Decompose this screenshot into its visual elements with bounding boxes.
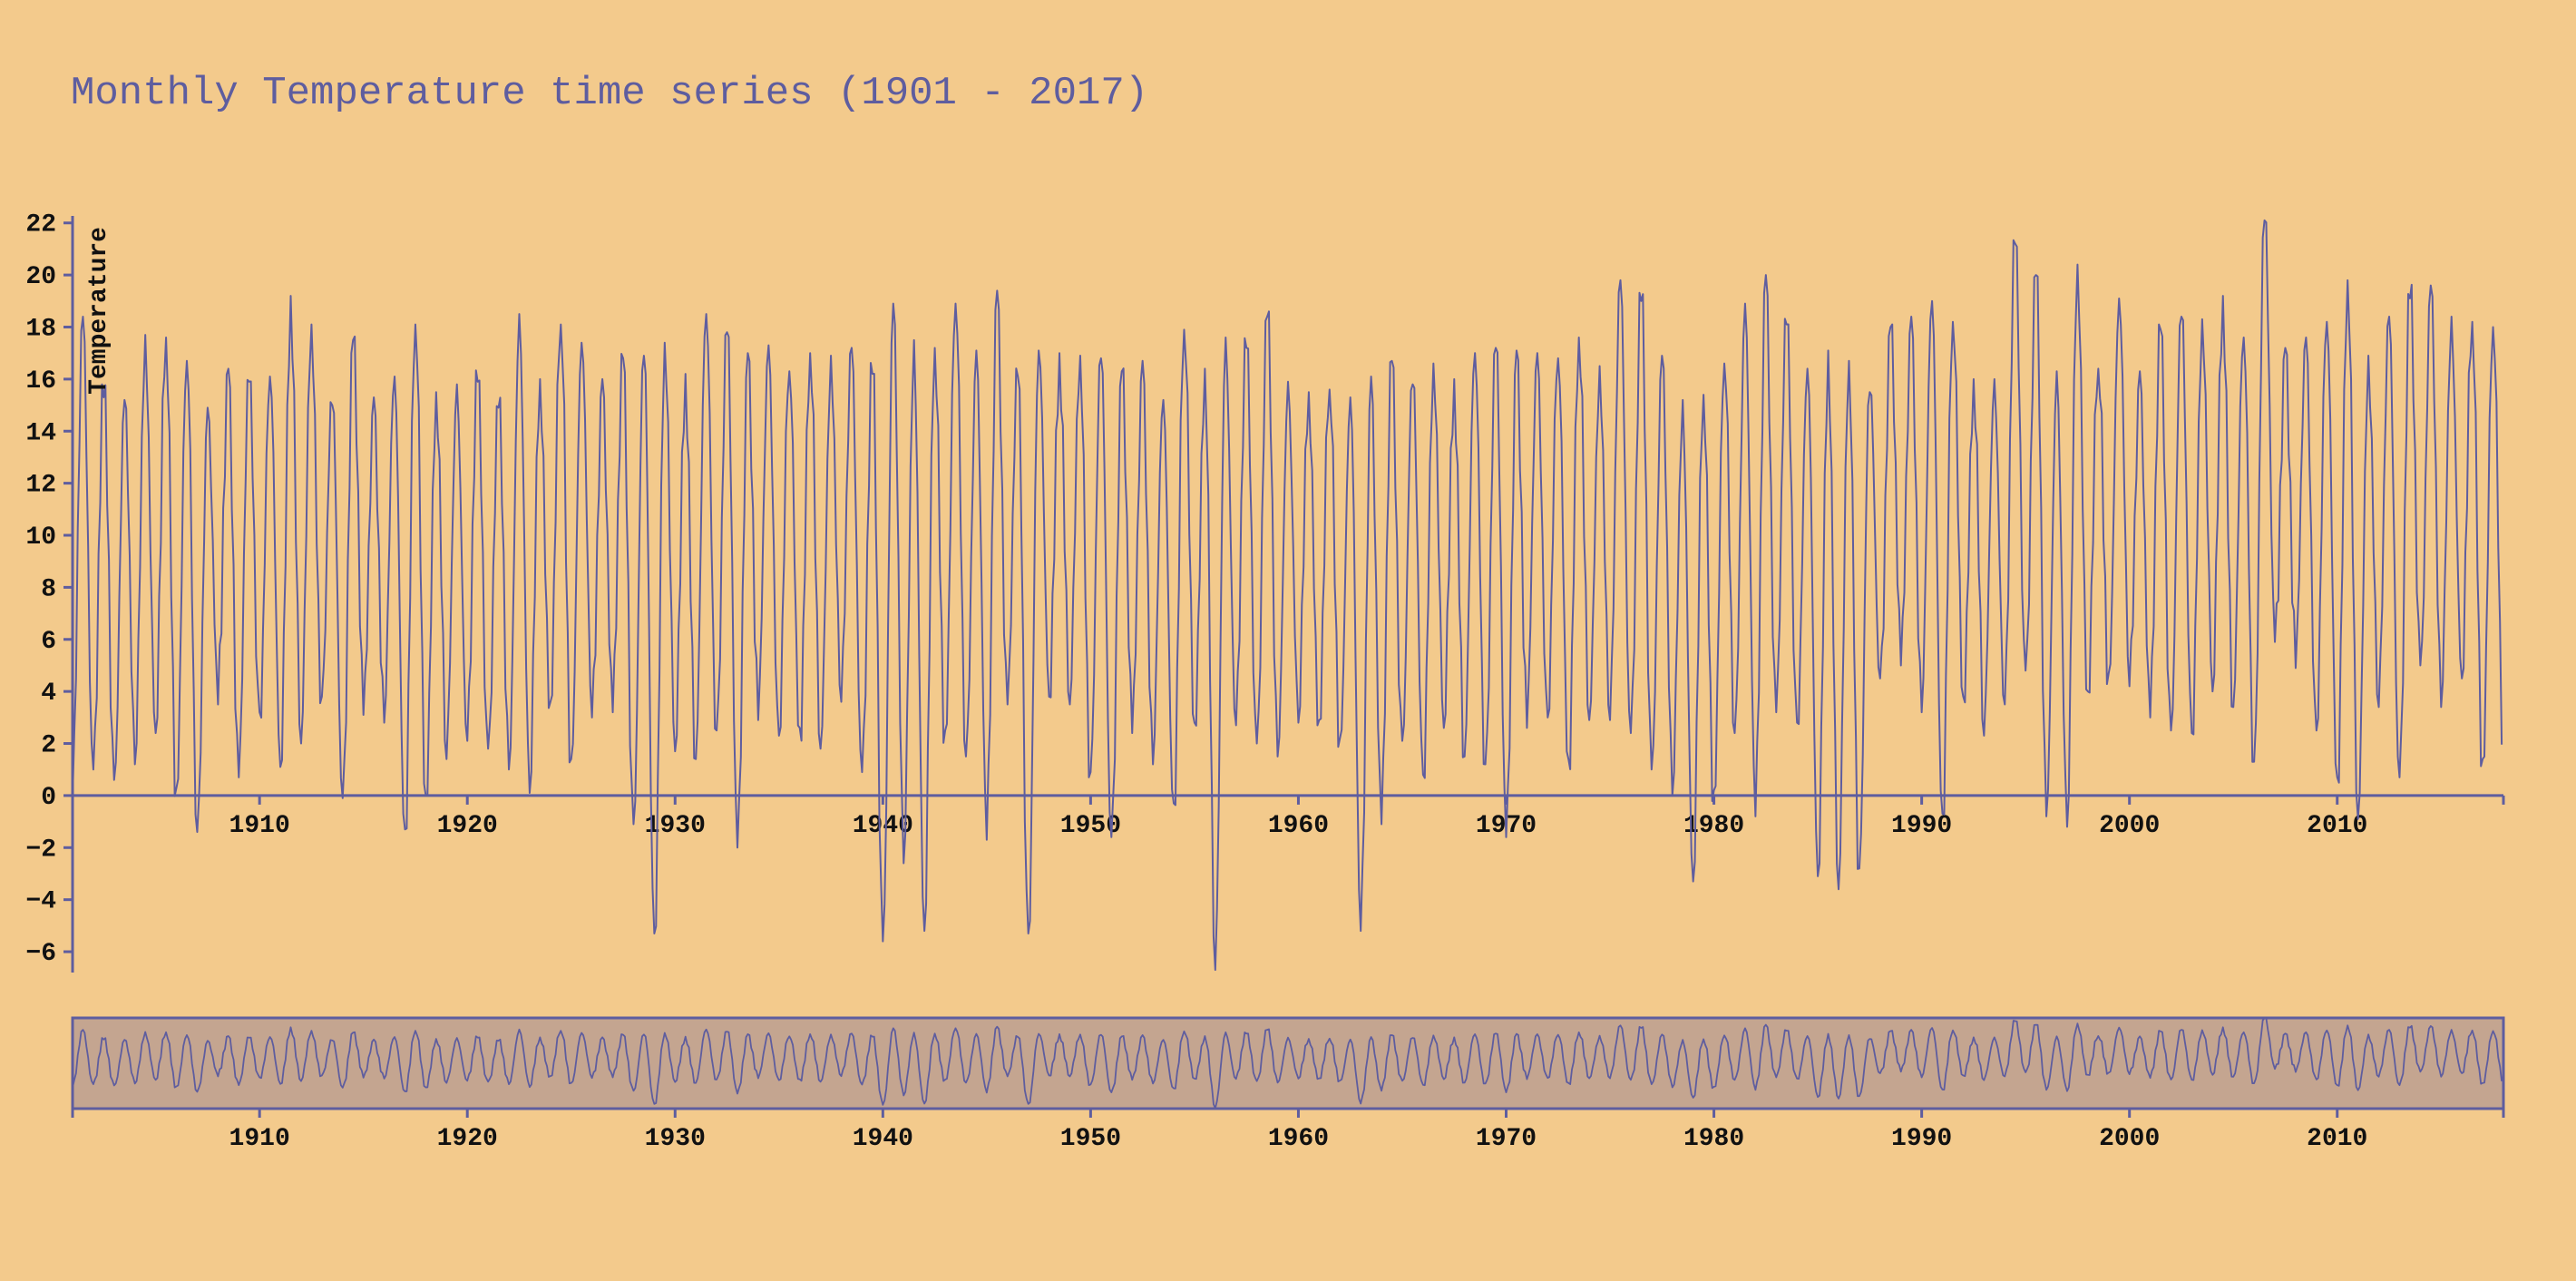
context-x-tick-label: 1910 [229,1125,290,1153]
context-brush-selection[interactable] [71,1016,2505,1110]
y-tick-label: 20 [25,263,56,291]
context-x-tick-label: 1950 [1060,1125,1121,1153]
y-tick-label: 8 [41,575,56,603]
context-x-tick-label: 1940 [853,1125,913,1153]
context-chart[interactable]: 1910 1920 1930 1940 1950 1960 1970 1980 1990 2000… [71,1016,2505,1153]
y-tick-label: 0 [41,784,56,812]
y-tick-label: 16 [25,367,56,396]
y-tick-label: 14 [25,419,56,447]
y-tick-label: 22 [25,211,56,240]
y-tick-label: 12 [25,472,56,500]
x-tick-label: 1960 [1268,812,1329,840]
y-tick-label: −4 [25,888,56,916]
context-x-tick-label: 1960 [1268,1125,1329,1153]
context-x-tick-label: 1920 [437,1125,498,1153]
x-tick-label: 1910 [229,812,290,840]
y-tick-label: 18 [25,315,56,343]
x-tick-label: 1990 [1891,812,1952,840]
x-tick-label: 1930 [645,812,706,840]
context-x-tick-label: 1970 [1476,1125,1537,1153]
context-x-tick-label: 1930 [645,1125,706,1153]
y-axis: −6 −4 −2 0 2 4 6 8 10 12 14 16 18 20 22 [25,211,74,973]
context-x-tick-label: 1990 [1891,1125,1952,1153]
y-tick-label: −2 [25,836,56,864]
context-x-tick-label: 2000 [2099,1125,2160,1153]
context-x-tick-label: 1980 [1683,1125,1744,1153]
y-tick-label: 2 [41,732,56,760]
y-tick-label: 6 [41,628,56,656]
temperature-series-line [72,219,2503,972]
x-tick-label: 1920 [437,812,498,840]
y-tick-label: 4 [41,680,56,708]
x-axis: 1910 1920 1930 1940 1950 1960 1970 1980 1990 2000… [73,794,2505,840]
context-series-line [72,1017,2503,1110]
context-x-tick-label: 2010 [2307,1125,2367,1153]
focus-chart: −6 −4 −2 0 2 4 6 8 10 12 14 16 18 20 22 1910 1920 1930 19… [25,211,2505,973]
y-axis-title: Temperature [85,227,113,395]
x-tick-label: 2000 [2099,812,2160,840]
x-tick-label: 1940 [853,812,913,840]
chart-title: Monthly Temperature time series (1901 - … [71,71,1149,116]
y-tick-label: −6 [25,940,56,968]
y-tick-label: 10 [25,523,56,552]
context-x-axis: 1910 1920 1930 1940 1950 1960 1970 1980 1990 2000… [71,1107,2505,1153]
x-tick-label: 1980 [1683,812,1744,840]
